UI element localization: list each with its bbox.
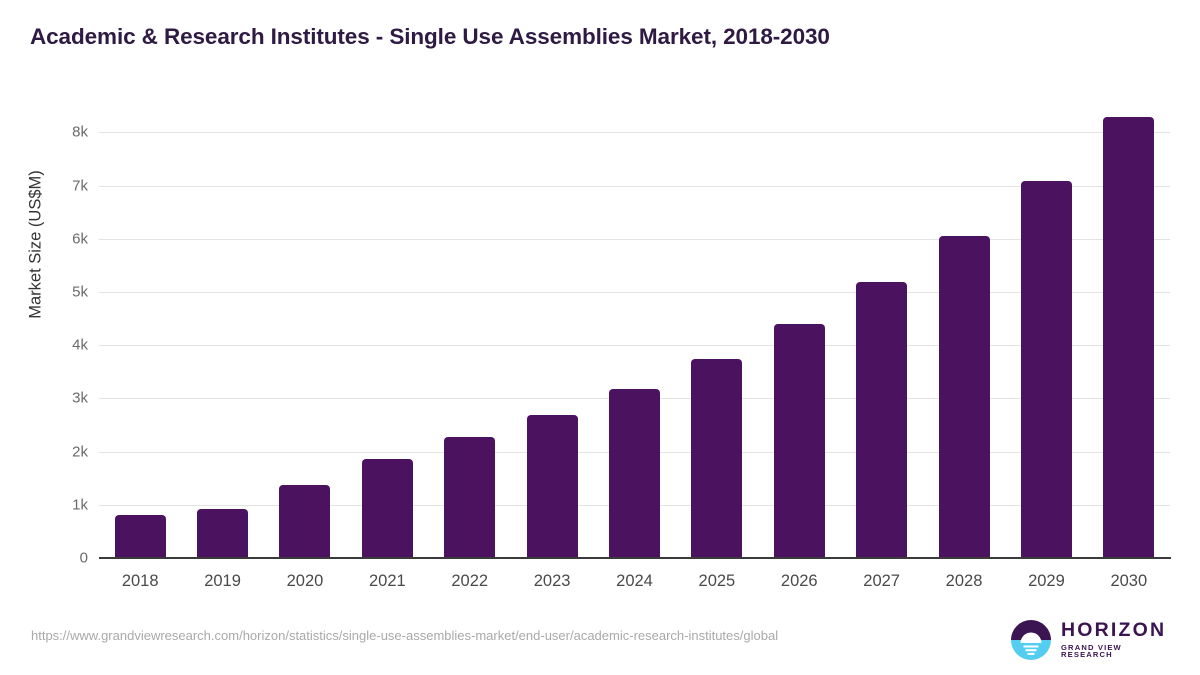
x-axis-tick-label: 2027 [863, 572, 900, 590]
gridline [99, 291, 1170, 293]
horizon-logo-text: HORIZON GRAND VIEW RESEARCH [1061, 621, 1170, 659]
x-axis-tick-label: 2021 [368, 572, 406, 590]
x-axis-tick-label: 2023 [533, 572, 571, 590]
gridline [99, 238, 1170, 240]
x-axis-line [99, 557, 1171, 559]
bar[interactable] [938, 235, 990, 558]
x-axis-tick-label: 2029 [1028, 572, 1065, 590]
bar[interactable] [773, 324, 825, 558]
bar[interactable] [1103, 117, 1155, 558]
gridline [99, 185, 1170, 187]
bar[interactable] [361, 458, 413, 558]
logo-tagline: GRAND VIEW RESEARCH [1061, 642, 1122, 660]
logo-wordmark: HORIZON [1061, 619, 1167, 642]
source-url[interactable]: https://www.grandviewresearch.com/horizo… [31, 628, 779, 643]
bar[interactable] [1020, 180, 1072, 558]
y-axis-tick-label: 1k [72, 496, 88, 514]
page-title: Academic & Research Institutes - Single … [30, 24, 830, 49]
x-axis-tick-label: 2019 [204, 572, 241, 590]
y-axis-tick-label: 4k [72, 336, 88, 354]
bar[interactable] [609, 389, 660, 558]
x-axis-tick-label: 2025 [698, 572, 736, 590]
gridline [99, 345, 1170, 347]
bar[interactable] [279, 485, 331, 558]
bar-series [99, 111, 1170, 558]
x-axis-tick-label: 2026 [780, 572, 818, 590]
bar[interactable] [856, 281, 908, 558]
y-axis-tick-label: 5k [72, 283, 88, 301]
horizon-logo: HORIZON GRAND VIEW RESEARCH [1010, 617, 1170, 663]
bar[interactable] [444, 436, 496, 558]
x-axis-tick-label: 2024 [616, 572, 653, 590]
bar[interactable] [526, 414, 578, 558]
y-axis-tick-label: 0 [79, 549, 88, 567]
x-axis-tick-label: 2022 [451, 572, 489, 590]
x-axis-tick-label: 2028 [945, 572, 983, 590]
horizon-logo-mark-icon [1010, 619, 1052, 661]
y-axis-tick-label: 2k [72, 443, 88, 461]
x-axis-tick-label: 2020 [286, 572, 324, 590]
gridline [99, 132, 1170, 134]
y-axis-tick-label: 6k [72, 230, 88, 248]
bar[interactable] [114, 514, 166, 558]
x-axis-tick-label: 2030 [1110, 572, 1148, 590]
y-axis-tick-label: 7k [72, 177, 88, 194]
bar[interactable] [691, 358, 743, 558]
y-axis-tick-label: 3k [72, 389, 88, 407]
x-axis-tick-label: 2018 [121, 572, 159, 590]
y-axis-tick-label: 8k [72, 123, 88, 141]
bar[interactable] [197, 508, 249, 558]
